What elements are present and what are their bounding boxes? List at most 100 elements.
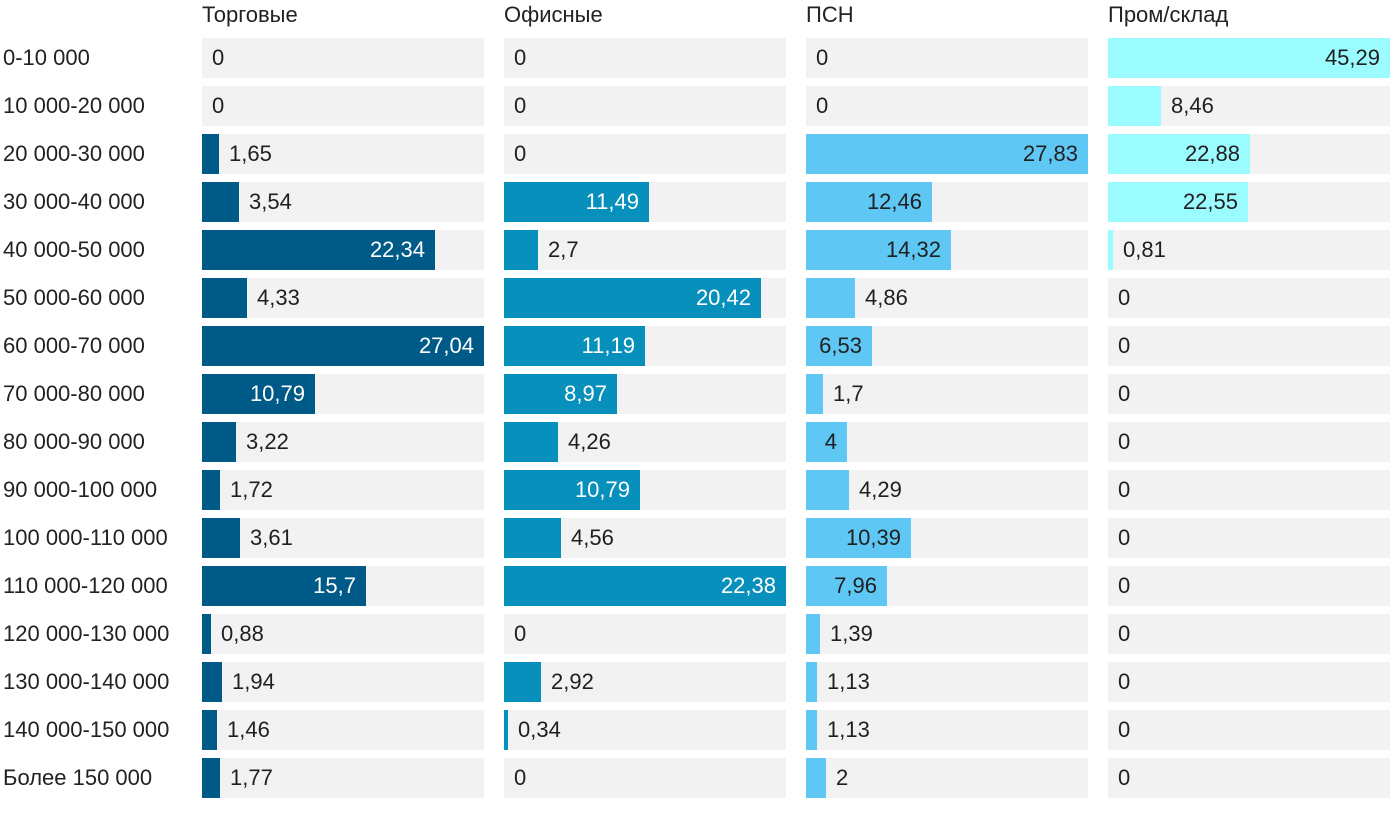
row-label: 10 000-20 000 <box>3 93 145 118</box>
bar-track: 0 <box>1108 662 1390 702</box>
value-label: 22,34 <box>369 237 425 262</box>
bar-track: 0,81 <box>1108 230 1390 270</box>
bar <box>806 566 887 606</box>
bar <box>202 182 239 222</box>
bar <box>504 278 761 318</box>
bar-track: 2,7 <box>504 230 786 270</box>
bar-track: 0 <box>1108 518 1390 558</box>
value-label: 15,7 <box>313 573 356 598</box>
value-label: 4,29 <box>859 477 902 502</box>
bar <box>806 422 847 462</box>
value-label: 1,13 <box>827 717 870 742</box>
bar <box>806 614 820 654</box>
bar-track: 0 <box>1108 374 1390 414</box>
value-label: 7,96 <box>834 573 877 598</box>
bar <box>202 134 219 174</box>
bar-track: 1,13 <box>806 710 1088 750</box>
bar-track: 11,19 <box>504 326 786 366</box>
bar-track: 4,29 <box>806 470 1088 510</box>
bar <box>504 326 645 366</box>
bar-track: 20,42 <box>504 278 786 318</box>
bar <box>202 710 217 750</box>
row-label: 40 000-50 000 <box>3 237 145 262</box>
value-label: 0 <box>1118 765 1131 790</box>
value-label: 8,46 <box>1171 93 1214 118</box>
bar-track: 2 <box>806 758 1088 798</box>
bar-track: 1,39 <box>806 614 1088 654</box>
bar-track: 0,88 <box>202 614 484 654</box>
bar <box>202 614 211 654</box>
bar <box>504 710 508 750</box>
bar <box>504 182 649 222</box>
bar <box>504 470 640 510</box>
bar <box>1108 134 1250 174</box>
bar-track: 4,26 <box>504 422 786 462</box>
bar <box>1108 86 1161 126</box>
value-label: 0 <box>1118 285 1131 310</box>
bar-track: 0 <box>504 758 786 798</box>
value-label: 0,88 <box>221 621 264 646</box>
bar-track: 0 <box>504 134 786 174</box>
bar-track: 0 <box>504 38 786 78</box>
value-label: 45,29 <box>1324 45 1380 70</box>
value-label: 0 <box>1118 477 1131 502</box>
bar-track: 0 <box>1108 614 1390 654</box>
bar-track: 4,56 <box>504 518 786 558</box>
bar-track: 2,92 <box>504 662 786 702</box>
bar <box>504 374 617 414</box>
value-label: 14,32 <box>885 237 941 262</box>
bar-track: 1,72 <box>202 470 484 510</box>
bar-track: 0 <box>504 614 786 654</box>
value-label: 8,97 <box>564 381 607 406</box>
bar <box>806 278 855 318</box>
row-label: 120 000-130 000 <box>3 621 170 646</box>
value-label: 0 <box>514 765 527 790</box>
bar-track: 1,65 <box>202 134 484 174</box>
bar-track: 22,34 <box>202 230 484 270</box>
bar-track: 10,79 <box>202 374 484 414</box>
value-label: 12,46 <box>866 189 922 214</box>
bar-track: 10,79 <box>504 470 786 510</box>
value-label: 10,79 <box>249 381 305 406</box>
bar <box>504 518 561 558</box>
row-label: 50 000-60 000 <box>3 285 145 310</box>
bar <box>806 662 817 702</box>
value-label: 22,55 <box>1182 189 1238 214</box>
value-label: 0 <box>212 93 225 118</box>
bar <box>202 662 222 702</box>
value-label: 11,49 <box>585 189 639 214</box>
row-label: 20 000-30 000 <box>3 141 145 166</box>
bar-track: 0 <box>1108 278 1390 318</box>
bar-track: 0 <box>1108 566 1390 606</box>
bar-track: 0 <box>1108 470 1390 510</box>
bar-track: 27,04 <box>202 326 484 366</box>
value-label: 27,83 <box>1022 141 1078 166</box>
bar-track: 0 <box>202 38 484 78</box>
bar-track: 4 <box>806 422 1088 462</box>
bar-track: 10,39 <box>806 518 1088 558</box>
bar <box>806 518 911 558</box>
bar <box>202 230 435 270</box>
bar <box>202 566 366 606</box>
bar-track: 0 <box>504 86 786 126</box>
bar-track: 4,86 <box>806 278 1088 318</box>
bar-track: 1,77 <box>202 758 484 798</box>
value-label: 2 <box>836 765 849 790</box>
bar-track: 3,22 <box>202 422 484 462</box>
bar-track: 4,33 <box>202 278 484 318</box>
value-label: 0 <box>1118 429 1131 454</box>
bar <box>202 758 220 798</box>
value-label: 1,46 <box>227 717 270 742</box>
bar-track: 0 <box>1108 710 1390 750</box>
value-label: 1,94 <box>232 669 275 694</box>
value-label: 1,65 <box>229 141 272 166</box>
row-label: 130 000-140 000 <box>3 669 170 694</box>
value-label: 1,7 <box>833 381 864 406</box>
bar-track: 7,96 <box>806 566 1088 606</box>
value-label: 11,19 <box>581 333 635 358</box>
bar-track: 1,46 <box>202 710 484 750</box>
bar-track: 0 <box>1108 758 1390 798</box>
value-label: 2,7 <box>548 237 579 262</box>
bar <box>202 326 484 366</box>
